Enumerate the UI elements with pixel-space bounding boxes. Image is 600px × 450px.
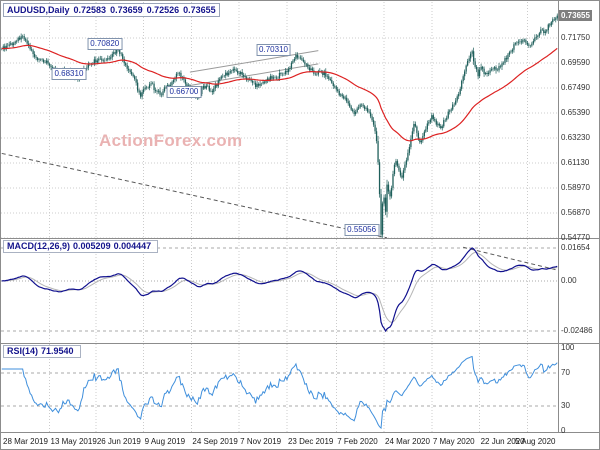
macd-signal-value: 0.004447 [113, 241, 152, 251]
current-price-tag: 0.73655 [559, 10, 592, 22]
ohlc-low: 0.72526 [146, 5, 180, 15]
rsi-indicator-label: RSI(14) 71.9540 [3, 345, 81, 358]
ohlc-open: 0.72583 [73, 5, 107, 15]
ohlc-close: 0.73655 [183, 5, 216, 15]
watermark: ActionForex.com [99, 131, 243, 150]
macd-indicator-label: MACD(12,26,9) 0.005209 0.004447 [3, 240, 159, 253]
macd-name: MACD(12,26,9) [7, 241, 71, 251]
symbol-timeframe-label: AUDUSD,Daily [7, 5, 70, 15]
macd-value: 0.005209 [73, 241, 111, 251]
rsi-name: RSI(14) [7, 346, 39, 356]
chart-title: AUDUSD,Daily 0.72583 0.73659 0.72526 0.73655 [3, 3, 220, 17]
ohlc-high: 0.73659 [110, 5, 143, 15]
rsi-value: 71.9540 [41, 346, 74, 356]
